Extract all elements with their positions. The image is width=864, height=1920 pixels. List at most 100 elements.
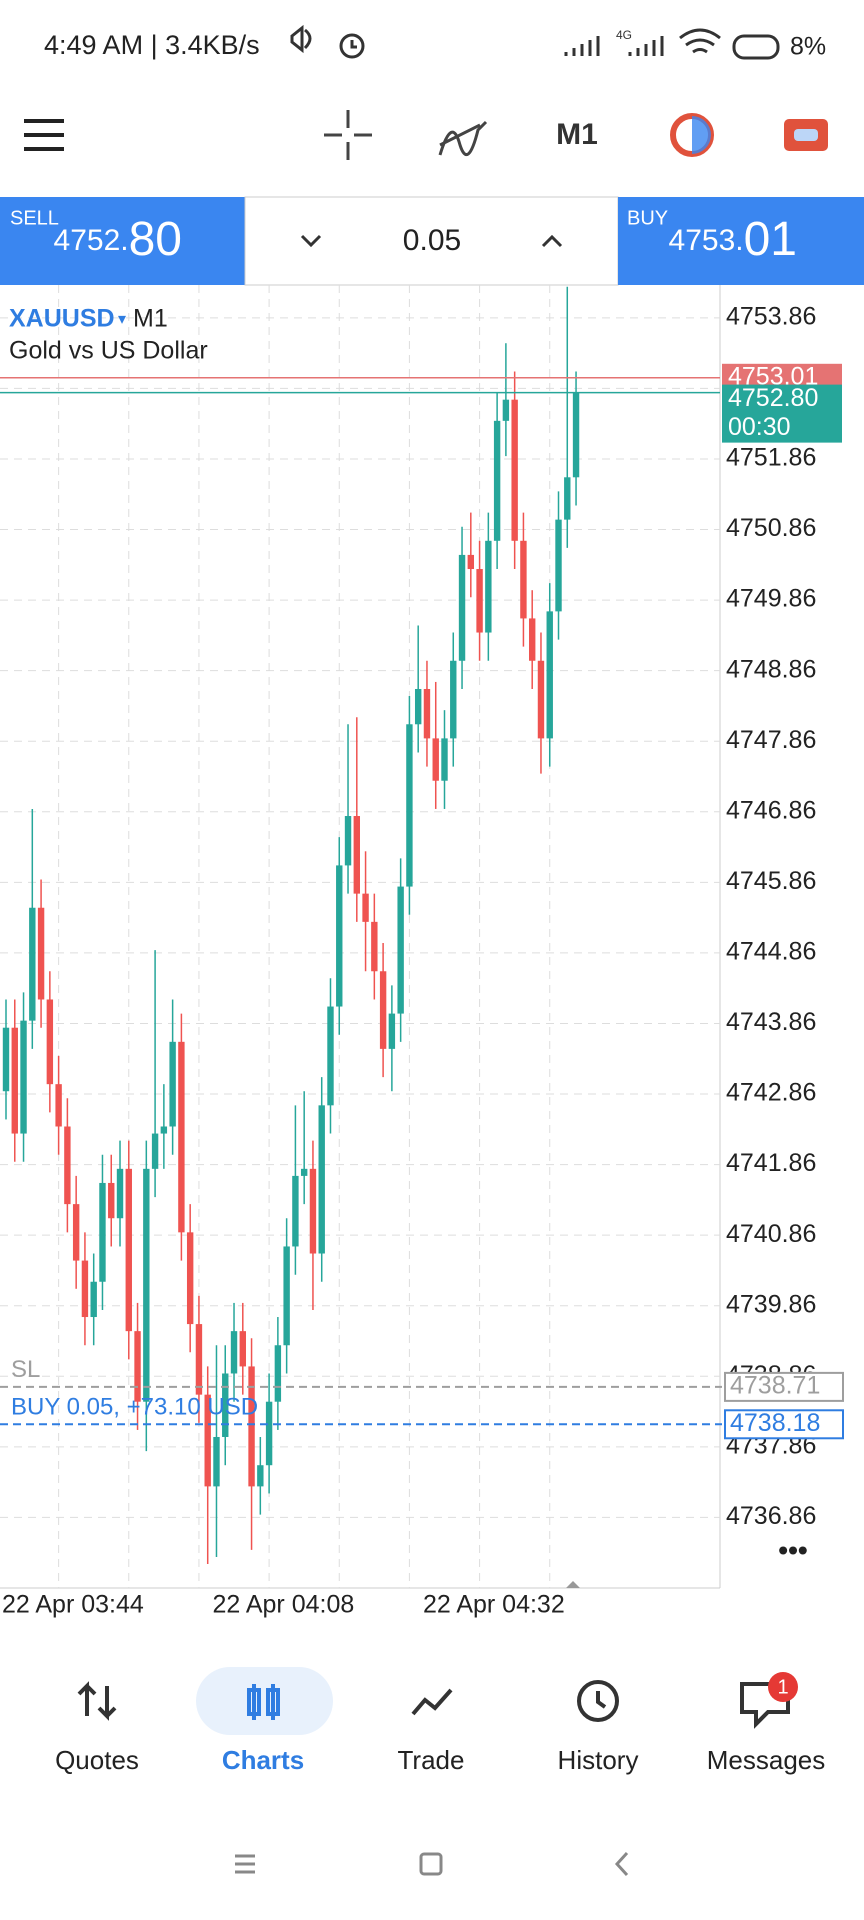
candle-body [564, 477, 571, 520]
y-tick-label: 4747.86 [726, 726, 816, 754]
buy-button[interactable] [618, 197, 864, 285]
y-tick-label: 4740.86 [726, 1220, 816, 1248]
candle-body [292, 1175, 299, 1247]
candle-body [46, 999, 54, 1085]
one-click-button[interactable] [784, 119, 828, 151]
scroll-marker [566, 1581, 580, 1588]
y-tick-label: 4736.86 [726, 1502, 816, 1530]
nav-item[interactable]: Messages [707, 1745, 826, 1775]
candle-body [29, 907, 36, 1021]
order-label: BUY 0.05, +73.10 USD [11, 1394, 258, 1421]
nav-item[interactable]: Trade [398, 1745, 465, 1775]
candle-body [213, 1436, 220, 1487]
system-nav[interactable] [235, 1851, 629, 1877]
candle-body [493, 420, 501, 541]
y-tick-label: 4751.86 [726, 444, 816, 472]
candle-body [485, 540, 492, 633]
buy-price: 4753.01 [669, 213, 797, 266]
order-price: 4738.18 [730, 1409, 820, 1437]
candle-body [537, 660, 545, 739]
y-tick-label: 4748.86 [726, 655, 816, 683]
price-label-box [722, 384, 842, 443]
candle-body [125, 1168, 132, 1332]
candle-body [81, 1260, 89, 1318]
status-network: 4G [616, 28, 632, 42]
candle-body [371, 921, 378, 972]
candle-body [397, 886, 404, 1014]
candle-body [37, 907, 45, 1000]
badge-count: 1 [777, 1676, 788, 1698]
sell-label: SELL [10, 207, 59, 229]
order-price-box [724, 1409, 844, 1440]
candle-body [300, 1168, 308, 1176]
menu-button[interactable] [24, 119, 64, 151]
y-tick-label: 4741.86 [726, 1149, 816, 1177]
x-tick-label: 22 Apr 04:08 [212, 1591, 354, 1619]
candle-body [555, 519, 562, 612]
chart-symbol: XAUUSD [9, 305, 115, 333]
nav-item[interactable]: History [558, 1745, 639, 1775]
chart: 4736.864737.864738.864739.864740.864741.… [0, 285, 844, 1619]
indicators-button[interactable] [438, 120, 488, 157]
badge [768, 1672, 798, 1702]
more-button[interactable]: ••• [778, 1534, 807, 1565]
nav-icons [77, 1680, 790, 1729]
candle-body [502, 399, 510, 421]
sell-button[interactable] [0, 197, 245, 285]
candle-body [116, 1168, 124, 1219]
candle-body [432, 738, 439, 781]
candle-body [379, 971, 387, 1049]
order-price-box [724, 1371, 844, 1402]
candle-body [257, 1465, 264, 1487]
y-tick-label: 4746.86 [726, 796, 816, 824]
chart-description: Gold vs US Dollar [9, 337, 208, 365]
candle-body [511, 399, 518, 541]
candle-body [414, 688, 422, 725]
buy-label: BUY [627, 207, 668, 229]
timeframe-button[interactable]: M1 [556, 118, 598, 151]
x-tick-label: 22 Apr 04:32 [423, 1591, 565, 1619]
nav-item[interactable]: Quotes [55, 1745, 139, 1775]
symbol-dropdown[interactable]: ▾ [118, 311, 126, 328]
candle-body [2, 1027, 10, 1092]
candle-body [11, 1027, 18, 1134]
candle-body [134, 1331, 141, 1402]
candle-body [160, 1126, 168, 1134]
y-tick-label: 4750.86 [726, 514, 816, 542]
y-tick-label: 4753.86 [726, 302, 816, 330]
volume-down[interactable] [300, 234, 322, 248]
candle-body [265, 1401, 273, 1466]
candle-body [55, 1084, 62, 1127]
chart-timeframe: M1 [133, 305, 168, 333]
candle-body [178, 1041, 185, 1233]
candle-body [388, 1013, 396, 1049]
candle-body [64, 1126, 71, 1205]
candle-body [520, 540, 527, 619]
crosshair-button[interactable] [324, 110, 372, 160]
candle-body [344, 816, 352, 866]
status-time: 4:49 AM | 3.4KB/s [44, 30, 260, 60]
candle-body [476, 569, 483, 633]
volume-up[interactable] [541, 234, 563, 248]
candle-body [423, 688, 431, 739]
y-tick-label: 4742.86 [726, 1079, 816, 1107]
candle-body [186, 1232, 194, 1325]
candle-body [72, 1204, 80, 1261]
trade-time-button[interactable] [670, 113, 714, 157]
y-tick-label: 4739.86 [726, 1290, 816, 1318]
candle-body [151, 1133, 159, 1169]
candle-body [169, 1041, 176, 1127]
y-tick-label: 4743.86 [726, 1008, 816, 1036]
candle-body [450, 660, 457, 739]
candle-body [546, 611, 553, 739]
candle-body [248, 1366, 255, 1487]
candle-body [572, 392, 580, 478]
nav-item[interactable]: Charts [222, 1745, 304, 1775]
candle-body [90, 1281, 97, 1318]
status-icons [290, 24, 780, 60]
candle-body [406, 724, 413, 887]
candle-body [99, 1182, 106, 1282]
candle-body [108, 1182, 115, 1219]
